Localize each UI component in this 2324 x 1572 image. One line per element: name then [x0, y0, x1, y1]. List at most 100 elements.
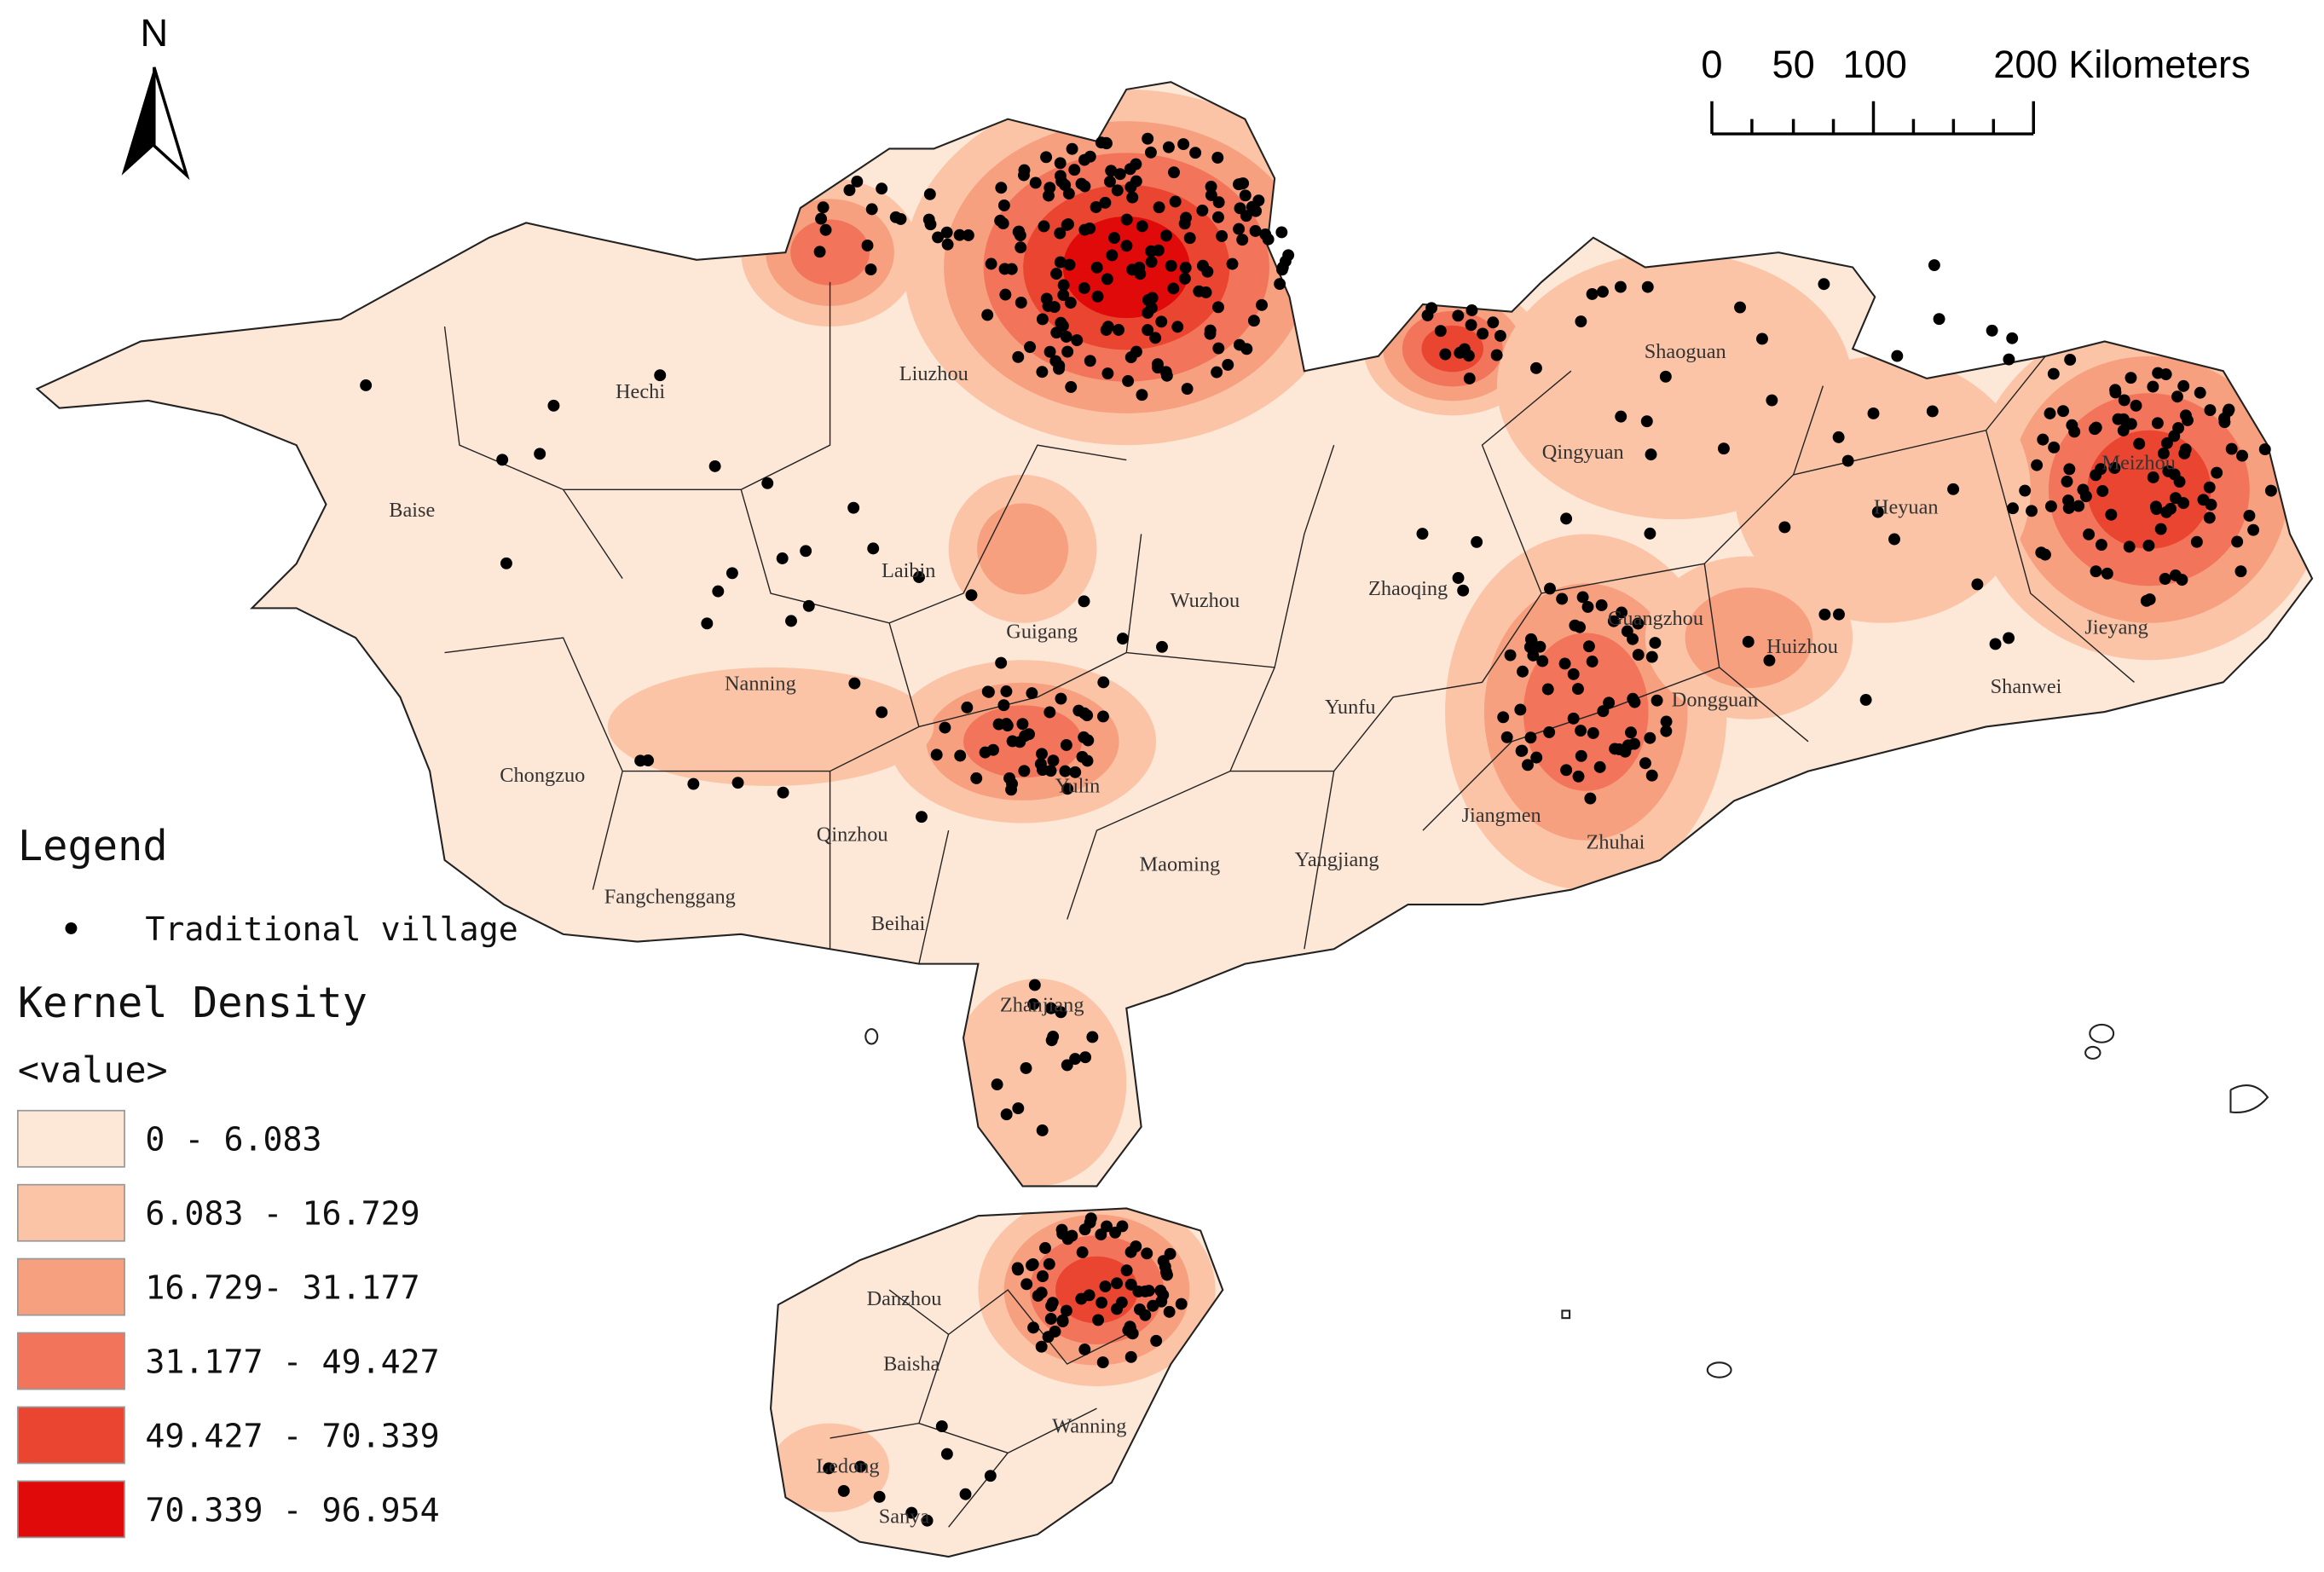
- village-point: [1046, 1297, 1059, 1309]
- village-point: [1560, 764, 1573, 777]
- village-point: [1457, 584, 1470, 597]
- village-point: [1079, 1051, 1092, 1064]
- village-point: [1660, 725, 1673, 737]
- village-point: [1582, 640, 1595, 653]
- village-point: [1971, 578, 1984, 591]
- village-point: [1179, 262, 1192, 274]
- village-point: [940, 1448, 953, 1460]
- village-point: [1038, 220, 1050, 233]
- village-point: [2160, 506, 2173, 518]
- village-point: [1524, 731, 1537, 744]
- village-point: [726, 567, 738, 580]
- village-point: [1756, 332, 1768, 345]
- village-point: [962, 229, 974, 241]
- legend-swatch: [16, 1183, 125, 1242]
- village-point: [1587, 726, 1599, 739]
- village-point: [1136, 389, 1148, 402]
- village-point: [1133, 261, 1146, 274]
- village-point: [1060, 331, 1072, 343]
- village-point: [1054, 170, 1067, 182]
- village-point: [2147, 471, 2159, 483]
- village-point: [2118, 394, 2130, 407]
- village-point: [915, 811, 928, 824]
- village-point: [1100, 136, 1113, 149]
- city-label: Guigang: [1006, 621, 1078, 644]
- village-point: [1644, 731, 1656, 744]
- city-label: Fangchenggang: [604, 886, 736, 909]
- village-point: [1109, 1226, 1121, 1239]
- city-label: Dongguan: [1672, 688, 1758, 711]
- village-point: [1818, 608, 1831, 621]
- village-point: [2062, 494, 2074, 507]
- village-point: [802, 599, 815, 612]
- village-point: [894, 212, 907, 225]
- village-point: [1168, 166, 1180, 179]
- city-label: Guangzhou: [1608, 607, 1703, 630]
- village-point: [1144, 146, 1157, 159]
- village-point: [1084, 150, 1096, 163]
- village-point: [2095, 539, 2107, 552]
- village-point: [905, 1506, 918, 1519]
- village-point: [1076, 750, 1089, 763]
- village-point: [1142, 132, 1154, 145]
- legend-swatch: [16, 1257, 125, 1316]
- village-point: [2159, 573, 2171, 585]
- city-label: Beihai: [871, 912, 926, 935]
- village-point: [851, 175, 864, 188]
- village-point: [1628, 737, 1640, 750]
- village-point: [1239, 189, 1252, 202]
- city-label: Jiangmen: [1461, 804, 1541, 827]
- village-point: [2047, 367, 2060, 380]
- village-point: [1101, 367, 1114, 380]
- village-point: [1888, 533, 1900, 546]
- village-point: [2264, 484, 2277, 497]
- village-point: [1452, 572, 1465, 584]
- village-point: [1529, 361, 1542, 374]
- village-point: [1000, 685, 1013, 697]
- village-point: [1045, 1034, 1058, 1047]
- village-point: [1043, 706, 1056, 719]
- village-point: [1477, 327, 1489, 340]
- village-point: [2133, 437, 2146, 450]
- village-point: [1039, 1242, 1051, 1254]
- village-point: [1099, 196, 1112, 209]
- village-point: [1859, 693, 1872, 706]
- village-point: [865, 203, 878, 216]
- village-point: [777, 786, 789, 799]
- village-point: [999, 288, 1012, 301]
- village-point: [1645, 650, 1658, 663]
- village-point: [1062, 218, 1074, 231]
- village-point: [1115, 1296, 1128, 1309]
- village-point: [1641, 280, 1654, 293]
- city-label: Zhanjiang: [1000, 994, 1084, 1017]
- village-point: [1659, 370, 1672, 383]
- village-point: [1989, 638, 2002, 650]
- village-point: [815, 212, 828, 225]
- village-point: [1516, 744, 1529, 757]
- village-point: [1841, 454, 1854, 467]
- village-point: [1595, 599, 1608, 611]
- legend-class-label: 16.729- 31.177: [145, 1270, 419, 1308]
- legend-class-label: 0 - 6.083: [145, 1122, 321, 1159]
- village-point: [1124, 181, 1137, 194]
- village-point: [1628, 696, 1641, 708]
- village-point: [1717, 442, 1730, 455]
- density-zone: [977, 503, 1069, 595]
- village-point: [708, 459, 721, 472]
- village-point: [1111, 184, 1124, 197]
- village-point: [1037, 1270, 1049, 1283]
- village-point: [1832, 431, 1845, 443]
- village-point: [1416, 528, 1429, 540]
- village-point: [1126, 191, 1139, 204]
- village-point: [1649, 637, 1662, 650]
- village-point: [1124, 351, 1137, 364]
- village-point: [981, 309, 994, 321]
- village-point: [1434, 325, 1447, 338]
- boundaries: [35, 81, 2314, 1558]
- village-point: [984, 1470, 997, 1482]
- village-point: [2236, 449, 2248, 462]
- village-point: [2117, 425, 2130, 436]
- village-point: [1766, 394, 1778, 407]
- village-point: [1111, 1277, 1124, 1290]
- village-point: [1201, 265, 1214, 278]
